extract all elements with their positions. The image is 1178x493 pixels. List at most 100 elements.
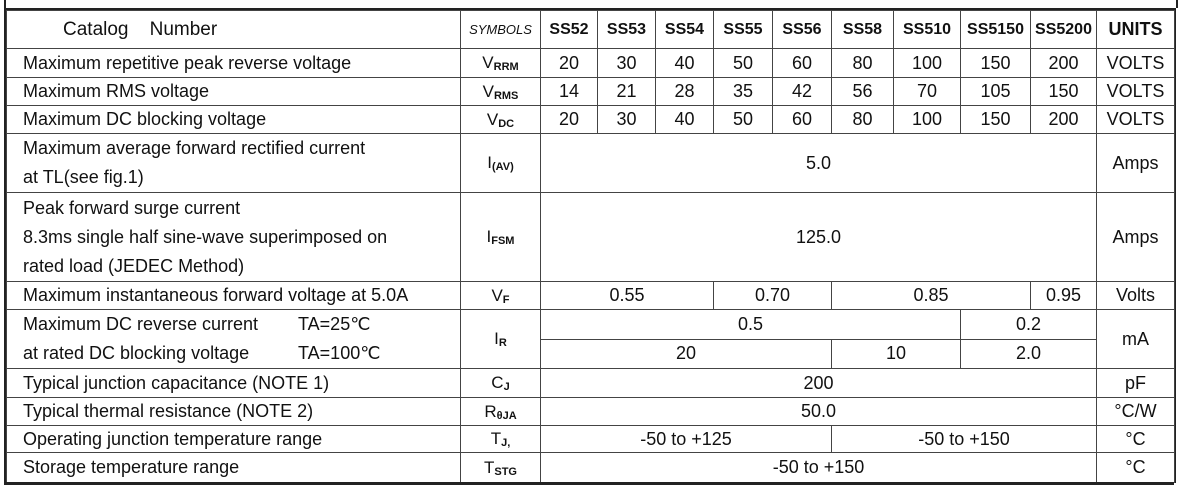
- table-row-vdc: Maximum DC blocking voltage VDC 20 30 40…: [6, 105, 1175, 134]
- unit: VOLTS: [1096, 105, 1175, 134]
- row-label: Maximum instantaneous forward voltage at…: [6, 281, 461, 310]
- symbol-main: V: [486, 109, 499, 129]
- value: 80: [831, 48, 894, 78]
- part-ss510: SS510: [893, 10, 961, 49]
- symbol: VF: [460, 281, 541, 310]
- row-label: Maximum average forward rectified curren…: [6, 133, 461, 193]
- value: 5.0: [540, 133, 1097, 193]
- symbol-main: C: [491, 373, 504, 392]
- symbol-main: T: [483, 457, 495, 477]
- table-row-vf: Maximum instantaneous forward voltage at…: [6, 281, 1175, 310]
- symbol: TJ,: [460, 425, 541, 453]
- value: 50: [713, 48, 773, 78]
- value: -50 to +150: [831, 425, 1097, 453]
- part-ss55: SS55: [713, 10, 773, 49]
- part-ss58: SS58: [831, 10, 894, 49]
- value: 200: [540, 368, 1097, 398]
- unit: °C: [1096, 452, 1175, 483]
- table-row-cj: Typical junction capacitance (NOTE 1) CJ…: [6, 368, 1175, 398]
- symbol: CJ: [460, 368, 541, 398]
- symbol: VDC: [460, 105, 541, 134]
- unit: VOLTS: [1096, 48, 1175, 78]
- unit: °C/W: [1096, 397, 1175, 426]
- value: 20: [540, 338, 832, 369]
- row-label-line: Maximum average forward rectified curren…: [23, 138, 366, 158]
- value: 100: [893, 48, 961, 78]
- symbol-sub: FSM: [491, 235, 515, 247]
- value: 0.55: [540, 281, 714, 310]
- row-label: Maximum repetitive peak reverse voltage: [6, 48, 461, 78]
- row-label: Peak forward surge current 8.3ms single h…: [6, 192, 461, 282]
- condition: TA=25℃: [298, 314, 371, 334]
- ratings-table-frame: Catalog Number SYMBOLS SS52 SS53 SS54 SS…: [4, 8, 1176, 483]
- value: 100: [893, 105, 961, 134]
- value: 28: [655, 77, 714, 106]
- symbol: TSTG: [460, 452, 541, 483]
- part-ss54: SS54: [655, 10, 714, 49]
- value: 0.5: [540, 309, 961, 340]
- part-ss56: SS56: [772, 10, 832, 49]
- row-label-line: Maximum DC reverse current TA=25℃: [23, 310, 456, 339]
- symbol-main: T: [490, 429, 502, 448]
- value: 60: [772, 48, 832, 78]
- symbol-sub: STG: [494, 465, 517, 478]
- value: 105: [960, 77, 1031, 106]
- value: 20: [540, 105, 598, 134]
- symbol-sub: J,: [501, 437, 511, 449]
- value: 200: [1030, 48, 1097, 78]
- table-row-rth: Typical thermal resistance (NOTE 2) RθJA…: [6, 397, 1175, 426]
- table-row-ifsm: Peak forward surge current 8.3ms single h…: [6, 192, 1175, 282]
- value: 200: [1030, 105, 1097, 134]
- value: 125.0: [540, 192, 1097, 282]
- row-label: Typical junction capacitance (NOTE 1): [6, 368, 461, 398]
- unit: Volts: [1096, 281, 1175, 310]
- value: 40: [655, 48, 714, 78]
- symbol-sub: (AV): [491, 161, 514, 173]
- value: 42: [772, 77, 832, 106]
- symbol-main: V: [482, 81, 494, 101]
- table-row-vrrm: Maximum repetitive peak reverse voltage …: [6, 48, 1175, 78]
- table-row-iav: Maximum average forward rectified curren…: [6, 133, 1175, 193]
- symbol-main: I: [487, 153, 492, 172]
- symbol: I(AV): [460, 133, 541, 193]
- table-row-tj: Operating junction temperature range TJ,…: [6, 425, 1175, 453]
- unit: pF: [1096, 368, 1175, 398]
- symbol: VRMS: [460, 77, 541, 106]
- part-ss5200: SS5200: [1030, 10, 1097, 49]
- unit: Amps: [1096, 133, 1175, 193]
- value: 0.2: [960, 309, 1097, 340]
- value: 21: [597, 77, 656, 106]
- electrical-characteristics-table: Catalog Number SYMBOLS SS52 SS53 SS54 SS…: [6, 10, 1175, 483]
- part-ss5150: SS5150: [960, 10, 1031, 49]
- value: 80: [831, 105, 894, 134]
- row-label: Typical thermal resistance (NOTE 2): [6, 397, 461, 426]
- header-row: Catalog Number SYMBOLS SS52 SS53 SS54 SS…: [6, 10, 1175, 49]
- row-label-line: at rated DC blocking voltage TA=100℃: [23, 339, 456, 368]
- value: 0.70: [713, 281, 832, 310]
- symbol-sub: DC: [498, 117, 515, 130]
- value: 30: [597, 48, 656, 78]
- symbol-sub: R: [498, 337, 507, 349]
- value: 150: [1030, 77, 1097, 106]
- value: 35: [713, 77, 773, 106]
- value: 70: [893, 77, 961, 106]
- row-label: Storage temperature range: [6, 452, 461, 483]
- part-ss52: SS52: [540, 10, 598, 49]
- unit: Amps: [1096, 192, 1175, 282]
- catalog-number-header: Catalog Number: [6, 10, 461, 49]
- symbol-sub: F: [502, 293, 510, 306]
- row-label-line: at TL(see fig.1): [23, 167, 144, 187]
- table-top-border: [4, 0, 1178, 8]
- part-ss53: SS53: [597, 10, 656, 49]
- value: 150: [960, 48, 1031, 78]
- table-row-ir-25: Maximum DC reverse current TA=25℃ at rate…: [6, 309, 1175, 369]
- row-label-line: 8.3ms single half sine-wave superimposed…: [23, 226, 388, 247]
- row-label: Maximum DC reverse current TA=25℃ at rate…: [6, 309, 461, 369]
- symbols-header: SYMBOLS: [460, 10, 541, 49]
- row-label: Maximum RMS voltage: [6, 77, 461, 106]
- symbol: IR: [460, 309, 541, 369]
- label-text: at rated DC blocking voltage: [23, 343, 250, 363]
- value: -50 to +125: [540, 425, 832, 453]
- symbol-main: V: [482, 53, 494, 72]
- symbol-main: I: [486, 227, 492, 246]
